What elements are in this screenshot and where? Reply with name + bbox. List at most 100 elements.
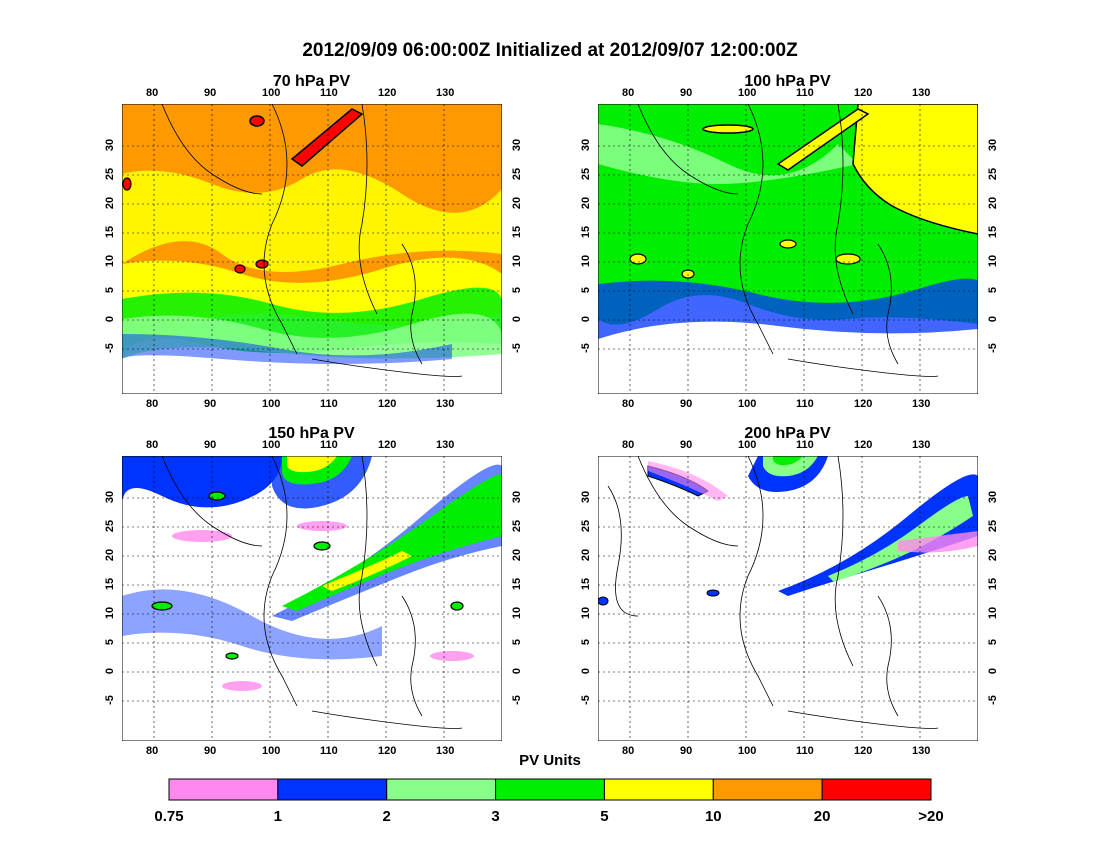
lat-tick-label: 30 — [580, 490, 592, 504]
lat-tick-label: -5 — [987, 343, 999, 353]
lat-tick-label: 5 — [580, 286, 592, 294]
lat-tick-label: 0 — [580, 667, 592, 675]
lat-tick-label: 30 — [580, 138, 592, 152]
lat-tick-label: -5 — [580, 343, 592, 353]
lat-tick-label: 25 — [580, 167, 592, 181]
lon-tick-label: 80 — [146, 745, 159, 757]
lat-tick-label: -5 — [987, 695, 999, 705]
lat-tick-label: -5 — [580, 695, 592, 705]
colorbar-label: 0.75 — [154, 808, 184, 825]
lat-tick-label: 25 — [511, 519, 523, 533]
lon-tick-label: 90 — [680, 745, 693, 757]
colorbar-swatch — [386, 778, 497, 801]
lat-tick-label: 25 — [987, 167, 999, 181]
lat-tick-label: 20 — [987, 548, 999, 562]
lon-tick-label: 120 — [378, 745, 397, 757]
lat-tick-label: 10 — [580, 254, 592, 268]
lat-tick-label: 5 — [511, 286, 523, 294]
lat-tick-label: 20 — [511, 196, 523, 210]
lon-tick-label: 90 — [680, 398, 693, 410]
lon-tick-label: 90 — [204, 87, 217, 99]
colorbar-swatch — [495, 778, 605, 801]
map-panel-70hpa — [122, 104, 502, 394]
panel-title-70hpa: 70 hPa PV — [272, 73, 351, 90]
lon-tick-label: 90 — [204, 745, 217, 757]
colorbar-swatch — [603, 778, 714, 801]
panel-title-150hpa: 150 hPa PV — [268, 425, 355, 442]
lon-tick-label: 120 — [378, 439, 397, 451]
colorbar-label: >20 — [918, 808, 944, 825]
lon-tick-label: 110 — [320, 87, 338, 99]
lon-tick-label: 80 — [146, 398, 159, 410]
lat-tick-label: 5 — [511, 638, 523, 646]
lat-tick-label: 25 — [987, 519, 999, 533]
lon-tick-label: 90 — [204, 439, 217, 451]
lat-tick-label: 20 — [104, 548, 116, 562]
colorbar-swatch — [168, 778, 279, 801]
lat-tick-label: 15 — [511, 577, 523, 591]
lon-tick-label: 110 — [796, 745, 814, 757]
lat-tick-label: 25 — [104, 167, 116, 181]
lon-tick-label: 120 — [854, 87, 873, 99]
lat-tick-label: -5 — [104, 343, 116, 353]
map-panel-200hpa — [598, 456, 978, 741]
lon-tick-label: 120 — [378, 398, 397, 410]
colorbar-swatch — [277, 778, 388, 801]
lat-tick-label: 15 — [511, 225, 523, 239]
lon-tick-label: 100 — [262, 439, 281, 451]
lon-tick-label: 80 — [622, 439, 635, 451]
lon-tick-label: 100 — [738, 87, 757, 99]
lat-tick-label: 0 — [511, 667, 523, 675]
lat-tick-label: 25 — [580, 519, 592, 533]
map-panel-150hpa — [122, 456, 502, 741]
lon-tick-label: 130 — [436, 745, 455, 757]
lon-tick-label: 100 — [262, 87, 281, 99]
lon-tick-label: 90 — [204, 398, 217, 410]
lon-tick-label: 130 — [912, 87, 931, 99]
lat-tick-label: 5 — [104, 638, 116, 646]
colorbar-label: 2 — [382, 808, 391, 825]
colorbar-swatch — [712, 778, 823, 801]
lat-tick-label: 0 — [511, 315, 523, 323]
lat-tick-label: 30 — [511, 490, 523, 504]
lon-tick-label: 120 — [854, 439, 873, 451]
colorbar-title: PV Units — [519, 752, 581, 769]
lon-tick-label: 130 — [912, 439, 931, 451]
lon-tick-label: 110 — [320, 398, 338, 410]
lat-tick-label: 15 — [580, 577, 592, 591]
lat-tick-label: -5 — [511, 695, 523, 705]
lat-tick-label: 0 — [987, 315, 999, 323]
lat-tick-label: 20 — [987, 196, 999, 210]
lon-tick-label: 80 — [146, 439, 159, 451]
lat-tick-label: 5 — [987, 638, 999, 646]
lon-tick-label: 120 — [854, 745, 873, 757]
lat-tick-label: 20 — [104, 196, 116, 210]
lat-tick-label: 5 — [987, 286, 999, 294]
lat-tick-label: 10 — [511, 254, 523, 268]
colorbar-label: 1 — [273, 808, 283, 825]
lon-tick-label: 100 — [738, 398, 757, 410]
colorbar-label: 10 — [704, 808, 722, 825]
lat-tick-label: 15 — [580, 225, 592, 239]
lat-tick-label: 15 — [104, 577, 116, 591]
panel-title-100hpa: 100 hPa PV — [744, 73, 831, 90]
colorbar — [168, 778, 932, 801]
lon-tick-label: 110 — [796, 398, 814, 410]
lon-tick-label: 90 — [680, 87, 693, 99]
lon-tick-label: 100 — [738, 745, 757, 757]
lat-tick-label: 10 — [104, 254, 116, 268]
lon-tick-label: 80 — [146, 87, 159, 99]
lat-tick-label: 30 — [104, 138, 116, 152]
lat-tick-label: 20 — [580, 548, 592, 562]
lon-tick-label: 130 — [912, 398, 931, 410]
lat-tick-label: 20 — [511, 548, 523, 562]
colorbar-swatch — [821, 778, 932, 801]
lat-tick-label: -5 — [511, 343, 523, 353]
lat-tick-label: 10 — [987, 606, 999, 620]
lon-tick-label: 80 — [622, 745, 635, 757]
lon-tick-label: 130 — [436, 439, 455, 451]
lat-tick-label: 0 — [580, 315, 592, 323]
lon-tick-label: 110 — [796, 439, 814, 451]
lat-tick-label: 25 — [104, 519, 116, 533]
lat-tick-label: 0 — [104, 667, 116, 675]
